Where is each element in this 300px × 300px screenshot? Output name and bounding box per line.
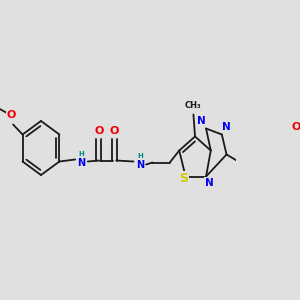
Text: H: H	[79, 151, 84, 157]
Text: N: N	[136, 160, 144, 170]
Text: N: N	[222, 122, 231, 133]
Text: O: O	[94, 125, 104, 136]
Text: S: S	[179, 172, 188, 185]
Text: N: N	[205, 178, 214, 188]
Text: H: H	[137, 152, 143, 158]
Text: N: N	[77, 158, 86, 169]
Text: CH₃: CH₃	[185, 101, 202, 110]
Text: N: N	[197, 116, 206, 125]
Text: O: O	[110, 125, 119, 136]
Text: O: O	[7, 110, 16, 121]
Text: O: O	[292, 122, 300, 133]
